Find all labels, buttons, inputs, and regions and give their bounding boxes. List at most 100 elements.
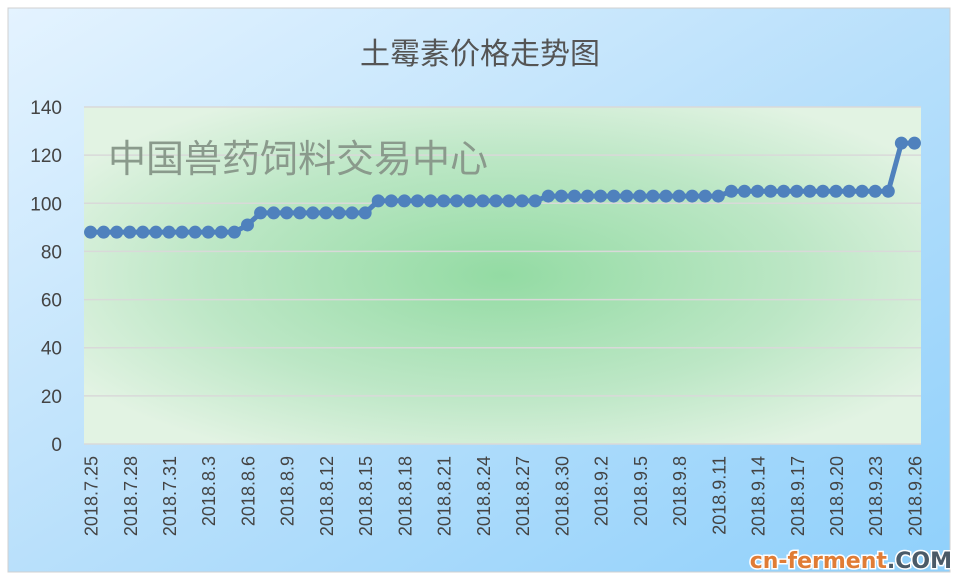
data-point <box>711 189 725 203</box>
x-tick-label: 2018.8.6 <box>238 456 258 526</box>
data-point <box>698 189 712 203</box>
x-tick-label: 2018.9.26 <box>905 456 925 536</box>
x-tick-label: 2018.9.11 <box>709 456 729 535</box>
data-point <box>214 225 228 239</box>
site-logo: cn-ferment.COM <box>750 549 952 574</box>
data-point <box>607 189 621 203</box>
data-point <box>345 206 359 220</box>
data-point <box>502 194 516 208</box>
data-point <box>554 189 568 203</box>
data-point <box>751 184 765 198</box>
watermark-text: 中国兽药饲料交易中心 <box>108 137 488 181</box>
data-point <box>842 184 856 198</box>
data-point <box>97 225 111 239</box>
data-point <box>332 206 346 220</box>
y-tick-label: 120 <box>30 146 62 167</box>
data-point <box>240 218 254 232</box>
x-tick-label: 2018.8.18 <box>395 456 415 536</box>
plot-area <box>84 107 921 444</box>
data-point <box>816 184 830 198</box>
data-point <box>855 184 869 198</box>
x-tick-label: 2018.7.31 <box>160 456 180 536</box>
data-point <box>371 194 385 208</box>
data-point <box>803 184 817 198</box>
x-tick-label: 2018.7.25 <box>82 456 102 536</box>
data-point <box>764 184 778 198</box>
series-line <box>90 140 915 235</box>
x-tick-label: 2018.8.15 <box>356 456 376 536</box>
data-point <box>227 225 241 239</box>
data-point <box>737 184 751 198</box>
data-point <box>384 194 398 208</box>
data-point <box>450 194 464 208</box>
data-point <box>358 206 372 220</box>
x-tick-label: 2018.8.27 <box>513 456 533 536</box>
data-point <box>201 225 215 239</box>
data-point <box>476 194 490 208</box>
x-tick-label: 2018.9.2 <box>592 456 612 526</box>
chart-title: 土霉素价格走势图 <box>360 37 600 72</box>
data-point <box>123 225 137 239</box>
data-point <box>410 194 424 208</box>
data-point <box>280 206 294 220</box>
data-point <box>149 225 163 239</box>
x-tick-label: 2018.9.23 <box>866 456 886 536</box>
y-tick-label: 40 <box>41 339 62 360</box>
y-tick-label: 80 <box>41 242 62 263</box>
data-point <box>868 184 882 198</box>
x-tick-label: 2018.8.3 <box>199 456 219 526</box>
data-point <box>581 189 595 203</box>
data-point <box>136 225 150 239</box>
data-point <box>894 136 908 150</box>
data-point <box>790 184 804 198</box>
x-tick-label: 2018.8.9 <box>278 456 298 526</box>
data-point <box>188 225 202 239</box>
data-point <box>515 194 529 208</box>
x-tick-label: 2018.9.14 <box>749 456 769 536</box>
x-tick-label: 2018.9.5 <box>631 456 651 526</box>
x-tick-label: 2018.8.30 <box>552 456 572 536</box>
data-point <box>397 194 411 208</box>
data-point <box>84 225 98 239</box>
data-point <box>489 194 503 208</box>
data-point <box>528 194 542 208</box>
x-tick-label: 2018.8.12 <box>317 456 337 536</box>
data-point <box>907 136 921 150</box>
y-tick-label: 20 <box>41 387 62 408</box>
data-point <box>110 225 124 239</box>
data-point <box>319 206 333 220</box>
data-point <box>541 189 555 203</box>
data-point <box>659 189 673 203</box>
data-point <box>777 184 791 198</box>
data-point <box>437 194 451 208</box>
data-point <box>267 206 281 220</box>
data-point <box>620 189 634 203</box>
data-point <box>567 189 581 203</box>
x-tick-label: 2018.8.21 <box>435 456 455 536</box>
data-point <box>829 184 843 198</box>
data-point <box>881 184 895 198</box>
data-point <box>724 184 738 198</box>
data-point <box>633 189 647 203</box>
data-point <box>162 225 176 239</box>
y-tick-label: 0 <box>51 435 62 456</box>
data-point <box>463 194 477 208</box>
y-tick-label: 100 <box>30 194 62 215</box>
x-tick-label: 2018.7.28 <box>121 456 141 536</box>
data-point <box>646 189 660 203</box>
x-tick-label: 2018.9.20 <box>827 456 847 536</box>
data-point <box>424 194 438 208</box>
data-point <box>254 206 268 220</box>
y-tick-label: 140 <box>30 98 62 119</box>
data-point <box>594 189 608 203</box>
data-point <box>175 225 189 239</box>
x-tick-label: 2018.8.24 <box>474 456 494 536</box>
x-tick-label: 2018.9.8 <box>670 456 690 526</box>
x-tick-label: 2018.9.17 <box>788 456 808 536</box>
data-point <box>672 189 686 203</box>
data-point <box>306 206 320 220</box>
y-tick-label: 60 <box>41 291 62 312</box>
data-point <box>293 206 307 220</box>
data-point <box>685 189 699 203</box>
